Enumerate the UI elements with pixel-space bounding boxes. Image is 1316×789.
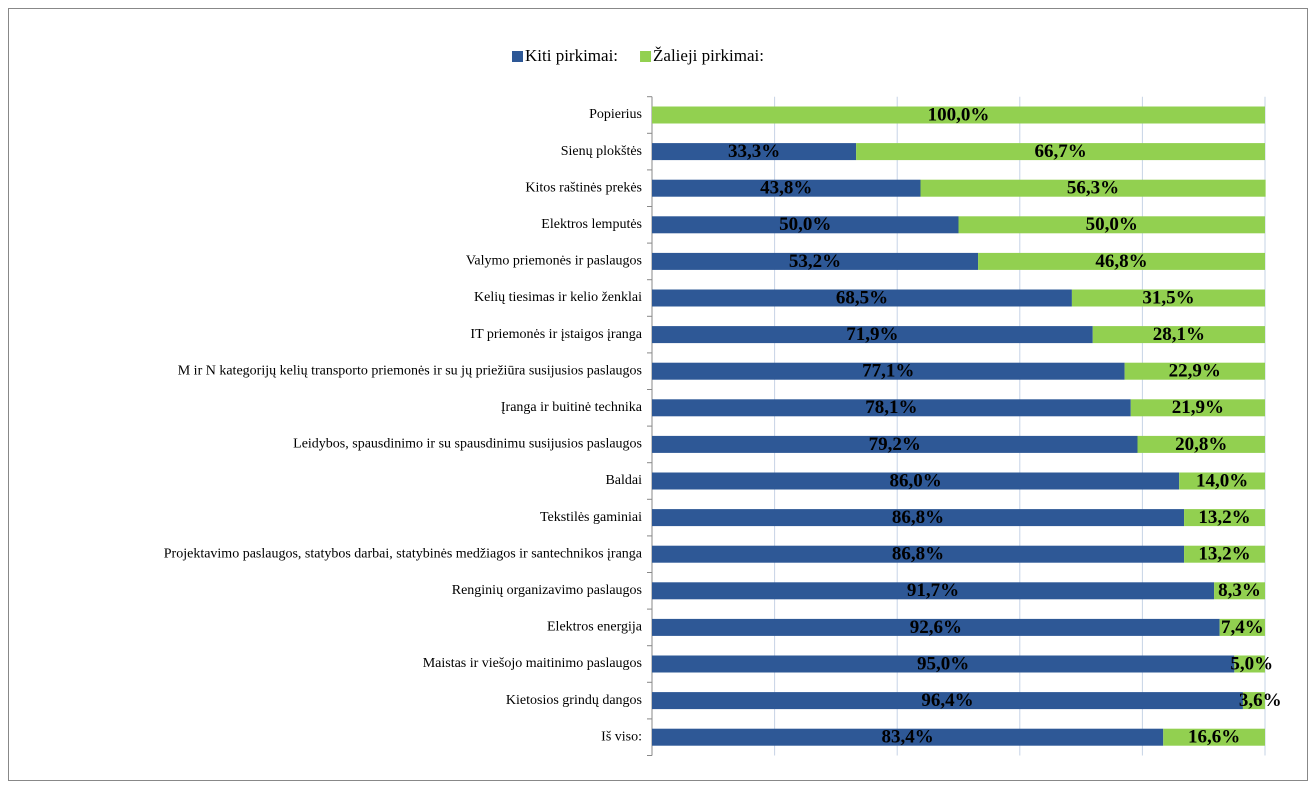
value-label: 83,4% <box>881 727 933 748</box>
bar-segment <box>652 692 1243 710</box>
bar-segment <box>652 618 1220 636</box>
value-label: 21,9% <box>1172 397 1224 418</box>
value-label: 46,8% <box>1095 251 1147 272</box>
value-label: 3,6% <box>1239 690 1282 711</box>
category-label: Kietosios grindų dangos <box>506 693 642 708</box>
category-label: Projektavimo paslaugos, statybos darbai,… <box>164 546 643 561</box>
category-label: Tekstilės gaminiai <box>540 510 642 525</box>
value-label: 79,2% <box>869 434 921 455</box>
bar-segment <box>652 545 1185 563</box>
category-label: Sienų plokštės <box>561 144 642 159</box>
category-label: Maistas ir viešojo maitinimo paslaugos <box>423 656 642 671</box>
bar-segment <box>978 252 1265 270</box>
value-label: 56,3% <box>1067 178 1119 199</box>
category-label: Valymo priemonės ir paslaugos <box>466 254 642 269</box>
value-label: 96,4% <box>921 690 973 711</box>
bar-segment <box>652 106 1265 124</box>
bar-segment <box>652 435 1138 453</box>
bar-segment <box>652 472 1180 490</box>
value-label: 50,0% <box>1086 214 1138 235</box>
value-label: 20,8% <box>1175 434 1227 455</box>
category-label: IT priemonės ir įstaigos įranga <box>470 327 642 342</box>
bar-segment <box>652 399 1131 417</box>
category-label: Leidybos, spausdinimo ir su spausdinimu … <box>293 437 642 452</box>
bar-segment <box>652 179 921 197</box>
value-label: 31,5% <box>1142 287 1194 308</box>
bar-segment <box>1242 692 1265 710</box>
value-label: 8,3% <box>1218 580 1261 601</box>
category-label: Baldai <box>605 473 642 488</box>
bar-segment <box>652 509 1185 527</box>
bar-segment <box>652 362 1125 380</box>
bar-segment <box>1184 545 1265 563</box>
legend-swatch <box>512 51 523 62</box>
bar-segment <box>958 216 1265 234</box>
bar-segment <box>652 655 1235 673</box>
value-label: 14,0% <box>1196 470 1248 491</box>
value-label: 5,0% <box>1230 653 1273 674</box>
category-label: Iš viso: <box>601 729 642 744</box>
value-label: 50,0% <box>779 214 831 235</box>
bar-segment <box>1137 435 1265 453</box>
value-label: 7,4% <box>1221 617 1264 638</box>
bar-segment <box>1130 399 1265 417</box>
bar-segment <box>1234 655 1265 673</box>
value-label: 78,1% <box>865 397 917 418</box>
bar-segment <box>1184 509 1265 527</box>
bar-segment <box>652 582 1215 600</box>
bar-segment <box>1219 618 1265 636</box>
bar-segment <box>1092 326 1265 344</box>
value-label: 16,6% <box>1188 727 1240 748</box>
value-label: 86,8% <box>892 544 944 565</box>
category-label: Popierius <box>589 107 642 122</box>
bar-segment <box>652 216 959 234</box>
value-label: 13,2% <box>1198 507 1250 528</box>
value-label: 95,0% <box>917 653 969 674</box>
bar-segment <box>652 252 979 270</box>
value-label: 43,8% <box>760 178 812 199</box>
bar-segment <box>652 326 1093 344</box>
chart-border <box>8 8 1308 781</box>
bar-segment <box>652 143 857 161</box>
value-label: 66,7% <box>1034 141 1086 162</box>
bar-segment <box>920 179 1266 197</box>
category-label: Įranga ir buitinė technika <box>501 400 643 415</box>
legend-swatch <box>640 51 652 62</box>
bar-segment <box>1179 472 1265 490</box>
category-label: Kelių tiesimas ir kelio ženklai <box>474 290 642 305</box>
legend-label: Žalieji pirkimai: <box>653 46 764 65</box>
bar-segment <box>652 728 1164 746</box>
value-label: 91,7% <box>907 580 959 601</box>
value-label: 33,3% <box>728 141 780 162</box>
bar-segment <box>1163 728 1265 746</box>
category-label: Kitos raštinės prekės <box>525 180 642 195</box>
value-label: 77,1% <box>862 361 914 382</box>
category-label: Elektros lemputės <box>541 217 642 232</box>
value-label: 28,1% <box>1153 324 1205 345</box>
bar-segment <box>856 143 1265 161</box>
value-label: 100,0% <box>928 104 990 125</box>
value-label: 22,9% <box>1169 361 1221 382</box>
legend-label: Kiti pirkimai: <box>525 46 618 65</box>
bar-segment <box>1124 362 1265 380</box>
value-label: 86,8% <box>892 507 944 528</box>
category-label: Elektros energija <box>547 620 643 635</box>
bar-segment <box>1071 289 1265 307</box>
category-label: M ir N kategorijų kelių transporto priem… <box>178 363 642 378</box>
bar-segment <box>1214 582 1265 600</box>
value-label: 86,0% <box>889 470 941 491</box>
value-label: 92,6% <box>910 617 962 638</box>
value-label: 68,5% <box>836 287 888 308</box>
value-label: 71,9% <box>846 324 898 345</box>
bar-segment <box>652 289 1072 307</box>
category-label: Renginių organizavimo paslaugos <box>452 583 642 598</box>
value-label: 13,2% <box>1198 544 1250 565</box>
value-label: 53,2% <box>789 251 841 272</box>
